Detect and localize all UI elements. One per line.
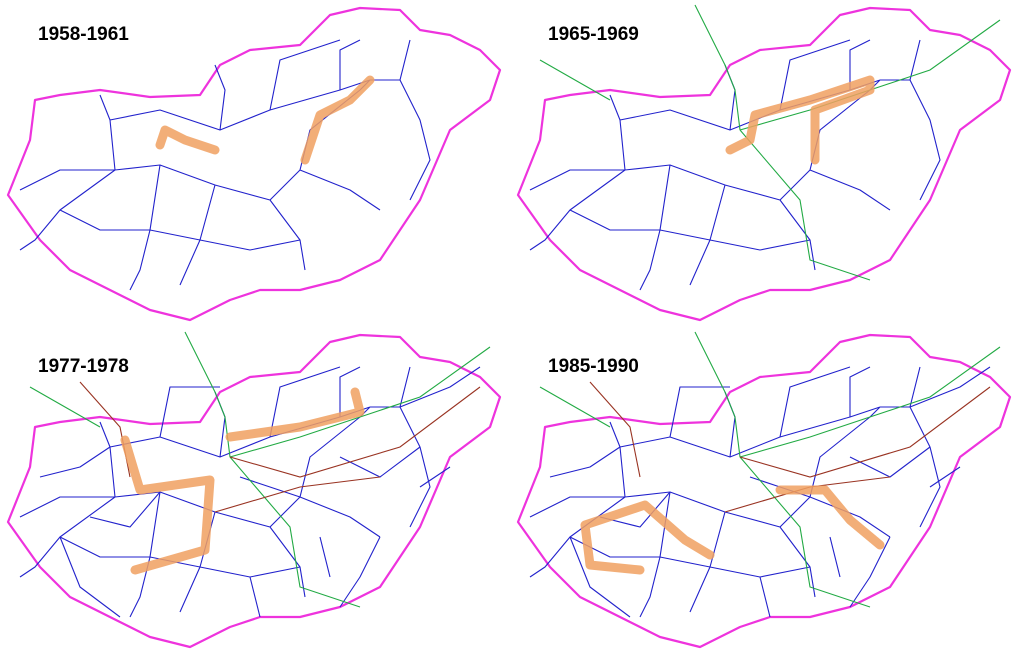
country-outline xyxy=(516,333,1012,649)
highlight-route xyxy=(155,75,375,165)
country-outline xyxy=(516,6,1012,322)
panel-title: 1965-1969 xyxy=(548,24,639,45)
panel-title: 1958-1961 xyxy=(38,24,129,45)
panel: 1958-1961 xyxy=(6,6,502,322)
country-outline xyxy=(6,333,502,649)
panel-title: 1977-1978 xyxy=(38,356,129,377)
highlight-route xyxy=(725,75,875,165)
network xyxy=(19,366,431,618)
country-outline xyxy=(6,6,502,322)
highlight-route xyxy=(580,485,885,575)
panel: 1965-1969 xyxy=(516,4,1012,322)
network xyxy=(529,366,941,618)
highlight-route xyxy=(120,387,365,575)
panel-title: 1985-1990 xyxy=(548,356,639,377)
network-green xyxy=(539,4,1001,281)
network xyxy=(529,39,941,291)
panel: 1977-1978 xyxy=(6,331,502,649)
panel: 1985-1990 xyxy=(516,331,1012,649)
